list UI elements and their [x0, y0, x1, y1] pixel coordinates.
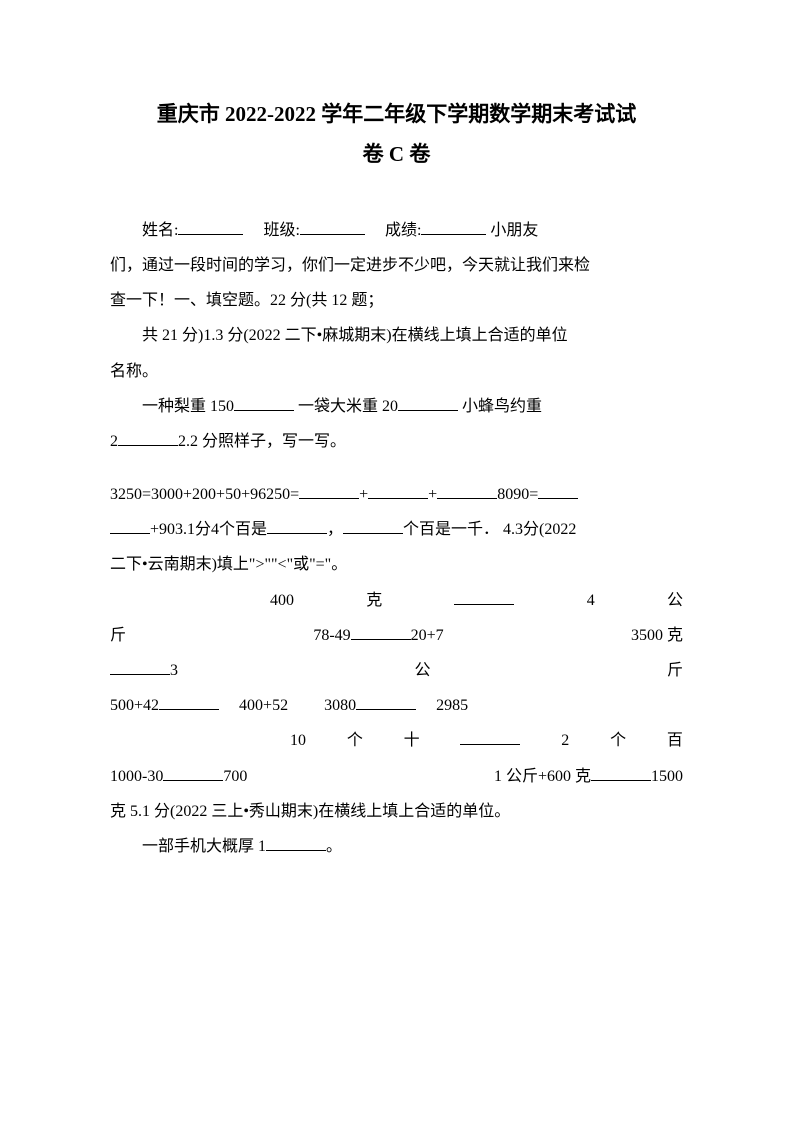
pear-blank[interactable]	[234, 395, 294, 411]
q5-text: 一部手机大概厚 1	[142, 838, 266, 855]
r2-blank[interactable]	[351, 624, 411, 640]
q4-row3: 3 公 斤	[110, 653, 683, 688]
r2d: 3500 克	[631, 618, 683, 653]
q2-blank4[interactable]	[538, 483, 578, 499]
q4-row5: 10 个 十 2 个 百	[110, 723, 683, 758]
q4-row4: 500+42 400+52 3080 2985	[110, 688, 683, 723]
q4-row2: 斤 78-49 20+7 3500 克	[110, 618, 683, 653]
q4-row7: 克 5.1 分(2022 三上•秀山期末)在横线上填上合适的单位。	[110, 794, 683, 829]
r3b: 公	[414, 653, 430, 688]
name-blank[interactable]	[178, 219, 243, 235]
intro-tail1: 小朋友	[486, 222, 538, 239]
r6c: 1 公斤+600 克	[494, 768, 591, 785]
r5e: 个	[610, 723, 626, 758]
r1a: 400	[270, 583, 294, 618]
r5c: 十	[404, 723, 420, 758]
r3c: 斤	[667, 653, 683, 688]
r5b: 个	[347, 723, 363, 758]
q3-blank2[interactable]	[343, 518, 403, 534]
r2b: 78-49	[313, 627, 350, 644]
bird-blank[interactable]	[118, 430, 178, 446]
name-label: 姓名:	[142, 222, 178, 239]
bird2-pre: 2	[110, 433, 118, 450]
document-content: 姓名: 班级: 成绩: 小朋友 们，通过一段时间的学习，你们一定进步不少吧，今天…	[110, 213, 683, 864]
q2-lead: 2.2 分照样子，写一写。	[178, 433, 346, 450]
r2c: 20+7	[411, 627, 444, 644]
score-blank[interactable]	[421, 219, 486, 235]
q1-lead2: 名称。	[110, 354, 683, 389]
r5f: 百	[667, 723, 683, 758]
r6a: 1000-30	[110, 768, 163, 785]
q2-line1: 3250=3000+200+50+96250=++8090=	[110, 477, 683, 512]
q2-l2c: 个百是一千． 4.3分(2022	[403, 521, 576, 538]
r2a: 斤	[110, 618, 126, 653]
r3a: 3	[170, 662, 178, 679]
r4b: 400+52	[239, 697, 288, 714]
q3-blank1[interactable]	[267, 518, 327, 534]
r5-blank[interactable]	[460, 729, 520, 745]
r1-blank[interactable]	[454, 589, 514, 605]
document-title: 重庆市 2022-2022 学年二年级下学期数学期末考试试 卷 C 卷	[110, 95, 683, 175]
q1-lead: 共 21 分)1.3 分(2022 二下•麻城期末)在横线上填上合适的单位	[110, 318, 683, 353]
r4-blank1[interactable]	[159, 694, 219, 710]
q2-blank2[interactable]	[368, 483, 428, 499]
r6b: 700	[223, 768, 247, 785]
q4-row1: 400 克 4 公	[110, 583, 683, 618]
q2-blank1[interactable]	[299, 483, 359, 499]
header-line: 姓名: 班级: 成绩: 小朋友	[110, 213, 683, 248]
q2-l2b: ，	[327, 521, 343, 538]
r1b: 克	[366, 583, 382, 618]
r1c: 4	[587, 583, 595, 618]
q2-line2: +903.1分4个百是 ， 个百是一千． 4.3分(2022	[110, 512, 683, 547]
intro-line2: 们，通过一段时间的学习，你们一定进步不少吧，今天就让我们来检	[110, 248, 683, 283]
q1-items2: 2 2.2 分照样子，写一写。	[110, 424, 683, 459]
q2-l1b: 8090=	[497, 486, 538, 503]
intro-line3: 查一下！一、填空题。22 分(共 12 题；	[110, 283, 683, 318]
q5-end: 。	[326, 838, 342, 855]
r5d: 2	[561, 723, 569, 758]
r4a: 500+42	[110, 697, 159, 714]
q4-row6: 1000-30 700 1 公斤+600 克 1500	[110, 759, 683, 794]
q2-line3: 二下•云南期末)填上">""<"或"="。	[110, 547, 683, 582]
q2-l1a: 3250=3000+200+50+96250=	[110, 486, 299, 503]
r3-blank[interactable]	[110, 659, 170, 675]
class-label: 班级:	[263, 222, 299, 239]
q2-l2a: +903.1分4个百是	[150, 521, 267, 538]
q2-blank3[interactable]	[437, 483, 497, 499]
r4c: 3080	[324, 697, 356, 714]
r4d: 2985	[436, 697, 468, 714]
r1d: 公	[667, 583, 683, 618]
rice-blank[interactable]	[398, 395, 458, 411]
title-line1: 重庆市 2022-2022 学年二年级下学期数学期末考试试	[110, 95, 683, 135]
q5-line: 一部手机大概厚 1 。	[110, 829, 683, 864]
r6-blank1[interactable]	[163, 765, 223, 781]
r6d: 1500	[651, 768, 683, 785]
q2-blank5[interactable]	[110, 518, 150, 534]
score-label: 成绩:	[385, 222, 421, 239]
title-line2: 卷 C 卷	[110, 135, 683, 175]
r6-blank2[interactable]	[591, 765, 651, 781]
pear-text: 一种梨重 150	[142, 398, 234, 415]
rice-text: 一袋大米重 20	[298, 398, 398, 415]
r5a: 10	[290, 723, 306, 758]
q5-blank[interactable]	[266, 835, 326, 851]
q1-items: 一种梨重 150 一袋大米重 20 小蜂鸟约重	[110, 389, 683, 424]
class-blank[interactable]	[300, 219, 365, 235]
r4-blank2[interactable]	[356, 694, 416, 710]
bird-text: 小蜂鸟约重	[462, 398, 542, 415]
